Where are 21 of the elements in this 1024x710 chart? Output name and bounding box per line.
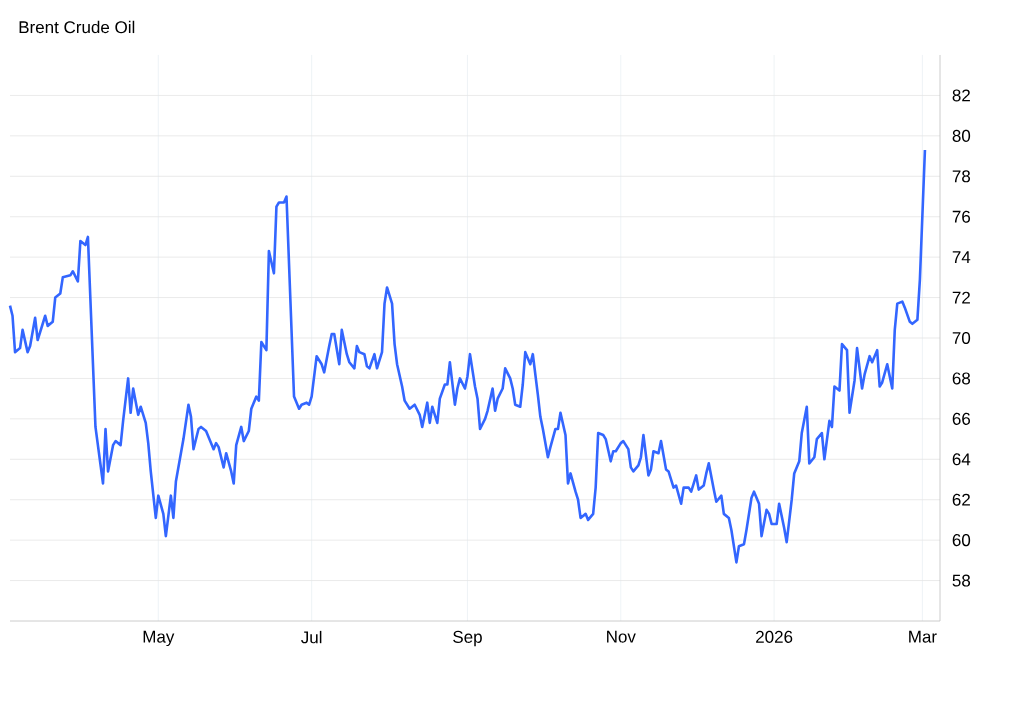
line-series: [8, 148, 927, 564]
y-tick-label: 72: [952, 291, 970, 304]
y-tick-label: 74: [952, 251, 971, 263]
x-tick-label: 2026: [756, 630, 793, 643]
x-tick-label: Mar: [909, 630, 937, 643]
y-tick-label: 64: [952, 453, 971, 466]
x-tick-label: Nov: [607, 630, 636, 643]
x-tick-label: May: [143, 630, 175, 647]
x-tick-label: Sep: [453, 630, 482, 647]
y-tick-label: 68: [952, 372, 971, 385]
y-tick-label: 66: [952, 412, 971, 425]
y-tick-label: 60: [952, 534, 971, 547]
y-tick-label: 80: [952, 129, 971, 142]
y-tick-label: 62: [952, 493, 970, 506]
y-tick-label: 82: [952, 89, 970, 102]
y-tick-label: 58: [952, 574, 971, 587]
y-tick-label: 78: [952, 170, 971, 183]
x-tick-label: Jul: [301, 630, 322, 644]
y-tick-label: 70: [952, 331, 971, 345]
y-tick-label: 76: [952, 210, 971, 223]
chart-title: Brent Crude Oil: [19, 20, 135, 34]
